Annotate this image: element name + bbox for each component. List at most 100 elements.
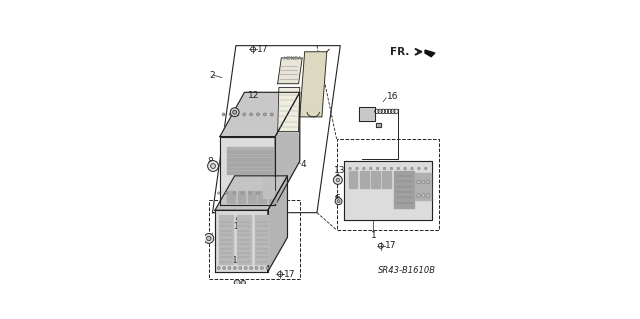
Text: 9: 9 — [334, 174, 340, 183]
Circle shape — [228, 266, 231, 270]
Text: 13: 13 — [334, 166, 346, 175]
Circle shape — [260, 266, 264, 270]
Circle shape — [363, 167, 365, 170]
Circle shape — [337, 200, 340, 203]
Circle shape — [234, 266, 236, 270]
Circle shape — [422, 180, 425, 184]
Circle shape — [241, 280, 246, 285]
Polygon shape — [415, 174, 431, 200]
Text: 17: 17 — [257, 45, 268, 54]
Text: 12: 12 — [248, 91, 260, 100]
Circle shape — [223, 266, 225, 270]
Polygon shape — [237, 190, 246, 203]
Circle shape — [217, 266, 220, 270]
Text: 17: 17 — [385, 241, 396, 250]
Circle shape — [236, 113, 239, 116]
Polygon shape — [259, 190, 266, 203]
Circle shape — [211, 164, 216, 168]
Circle shape — [204, 234, 214, 243]
Circle shape — [257, 113, 259, 116]
Polygon shape — [220, 92, 300, 137]
Polygon shape — [227, 147, 273, 174]
Polygon shape — [358, 107, 374, 121]
Polygon shape — [344, 161, 433, 220]
Text: 8: 8 — [207, 157, 213, 166]
Circle shape — [225, 192, 228, 194]
Polygon shape — [263, 177, 274, 198]
Text: 5: 5 — [259, 195, 265, 204]
Circle shape — [335, 198, 342, 204]
Polygon shape — [425, 50, 435, 57]
Polygon shape — [349, 171, 358, 188]
Circle shape — [250, 113, 253, 116]
Circle shape — [243, 113, 246, 116]
Bar — [209, 200, 300, 279]
Polygon shape — [269, 190, 276, 203]
Circle shape — [333, 175, 342, 184]
Circle shape — [422, 194, 425, 197]
Circle shape — [250, 266, 253, 270]
Circle shape — [264, 113, 266, 116]
Circle shape — [249, 192, 252, 194]
Circle shape — [426, 180, 430, 184]
Polygon shape — [219, 215, 234, 264]
Text: 4: 4 — [301, 160, 307, 168]
Circle shape — [230, 108, 239, 117]
Circle shape — [418, 167, 420, 170]
Circle shape — [241, 192, 243, 194]
Circle shape — [244, 217, 249, 221]
Polygon shape — [275, 92, 300, 205]
Text: 11: 11 — [228, 222, 240, 231]
Polygon shape — [227, 190, 235, 203]
Circle shape — [417, 194, 420, 197]
Circle shape — [404, 167, 406, 170]
Text: 17: 17 — [284, 270, 295, 278]
Circle shape — [424, 167, 427, 170]
Circle shape — [234, 280, 240, 286]
Bar — [337, 139, 438, 230]
Text: 2: 2 — [210, 70, 215, 80]
Polygon shape — [220, 137, 275, 205]
Circle shape — [244, 266, 247, 270]
Polygon shape — [360, 171, 369, 188]
Circle shape — [356, 167, 358, 170]
Circle shape — [233, 110, 237, 114]
Circle shape — [397, 167, 399, 170]
Polygon shape — [376, 123, 381, 127]
Circle shape — [270, 113, 273, 116]
Text: 15: 15 — [241, 256, 253, 265]
Circle shape — [233, 192, 236, 194]
Circle shape — [222, 113, 225, 116]
Circle shape — [239, 266, 242, 270]
Text: 6: 6 — [334, 194, 340, 203]
Circle shape — [237, 216, 243, 222]
Circle shape — [336, 178, 340, 182]
Circle shape — [417, 180, 420, 184]
Polygon shape — [215, 210, 268, 272]
Polygon shape — [394, 171, 414, 208]
Circle shape — [229, 113, 232, 116]
Circle shape — [255, 266, 258, 270]
Circle shape — [369, 167, 372, 170]
Polygon shape — [215, 176, 287, 210]
Circle shape — [257, 192, 259, 194]
Circle shape — [218, 192, 220, 194]
Text: 7: 7 — [207, 234, 212, 243]
Polygon shape — [278, 58, 302, 84]
Circle shape — [390, 167, 392, 170]
Text: 14: 14 — [237, 222, 248, 231]
Polygon shape — [382, 171, 390, 188]
Polygon shape — [248, 190, 256, 203]
Circle shape — [426, 194, 430, 197]
Text: 10: 10 — [232, 256, 243, 265]
Polygon shape — [278, 87, 300, 132]
Circle shape — [266, 266, 269, 270]
Text: 16: 16 — [387, 92, 398, 101]
Polygon shape — [255, 215, 269, 264]
Circle shape — [376, 167, 379, 170]
Text: HONDA: HONDA — [284, 56, 301, 61]
Circle shape — [349, 167, 351, 170]
Polygon shape — [268, 176, 287, 272]
Circle shape — [207, 160, 218, 171]
Polygon shape — [300, 52, 327, 117]
